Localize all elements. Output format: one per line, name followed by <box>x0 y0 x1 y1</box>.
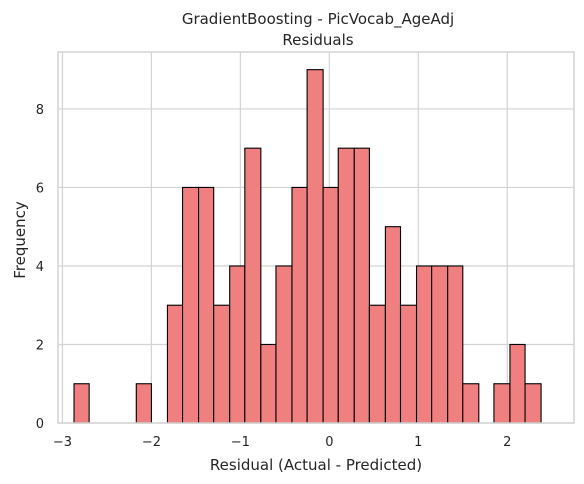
histogram-bar <box>198 186 215 424</box>
histogram-bar <box>509 343 526 424</box>
histogram-bar <box>368 304 386 424</box>
y-axis-label: Frequency <box>11 201 29 279</box>
histogram-bar <box>524 383 542 424</box>
y-tick-label: 0 <box>36 417 44 432</box>
histogram-bar <box>447 265 464 424</box>
histogram-bar <box>260 343 277 424</box>
y-tick-label: 2 <box>36 338 44 353</box>
histogram-bar <box>182 186 200 424</box>
histogram-bar <box>322 186 339 424</box>
histogram-bar <box>244 147 262 424</box>
histogram-bar <box>229 265 246 424</box>
x-tick-label: 1 <box>414 435 422 450</box>
chart-subtitle: Residuals <box>282 31 353 49</box>
axes <box>57 51 575 424</box>
tick-labels: −3 −2 −1 0 1 2 0 2 4 6 8 <box>36 103 512 450</box>
plot-frame <box>57 51 575 424</box>
histogram-bar <box>337 147 355 424</box>
x-axis-label: Residual (Actual - Predicted) <box>210 456 422 474</box>
histogram-bar <box>73 383 90 424</box>
histogram-bar <box>462 383 480 424</box>
histogram-bar <box>306 69 324 424</box>
histogram-bar <box>384 226 402 424</box>
histogram-bar <box>213 304 231 424</box>
chart-title: GradientBoosting - PicVocab_AgeAdj <box>182 10 454 29</box>
histogram-bar <box>415 265 433 424</box>
histogram-bar <box>353 147 370 424</box>
x-tick-label: 2 <box>503 435 511 450</box>
x-tick-label: −1 <box>231 435 250 450</box>
bars <box>73 69 542 424</box>
histogram-bar <box>399 304 418 424</box>
y-tick-label: 4 <box>36 260 44 275</box>
histogram-bar <box>291 186 308 424</box>
x-tick-label: 0 <box>325 435 333 450</box>
y-tick-label: 8 <box>36 103 44 118</box>
histogram-bar <box>493 383 511 424</box>
histogram-bar <box>166 304 184 424</box>
y-tick-label: 6 <box>36 181 44 196</box>
histogram-bar <box>431 265 449 424</box>
x-tick-label: −3 <box>53 435 72 450</box>
histogram-bar <box>275 265 293 424</box>
x-tick-label: −2 <box>142 435 161 450</box>
histogram-bar <box>135 383 152 424</box>
